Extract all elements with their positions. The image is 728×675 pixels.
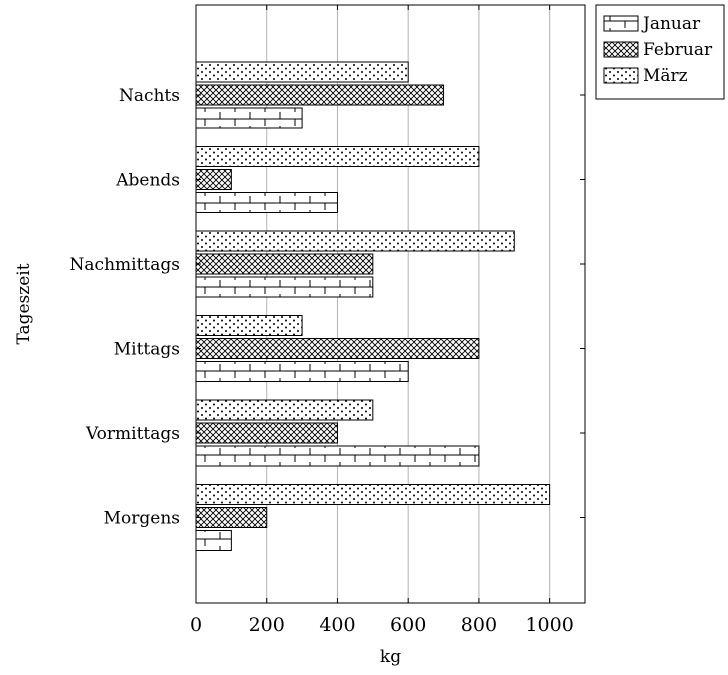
y-tick-label: Nachts — [119, 86, 180, 106]
bar — [195, 61, 409, 83]
y-tick-label: Vormittags — [85, 424, 180, 444]
y-tick-label: Morgens — [104, 509, 180, 529]
x-tick-label: 1000 — [525, 614, 573, 636]
bar — [195, 192, 338, 213]
bars — [195, 61, 551, 551]
legend-swatch-bricks — [603, 15, 639, 32]
bar — [195, 484, 551, 505]
legend-swatch-dots — [603, 67, 639, 84]
y-tick-label: Abends — [115, 171, 180, 191]
x-tick-label: 600 — [390, 614, 426, 636]
axis-tick-labels: 0 200 400 600 800 1000 Morgens Vormittags Mittag… — [70, 86, 574, 636]
bar — [195, 315, 303, 336]
bar — [195, 507, 268, 528]
legend-swatch-crosshatch — [603, 41, 639, 58]
bar — [195, 253, 374, 275]
legend-label: Januar — [641, 14, 701, 34]
y-axis-title: Tageszeit — [14, 263, 34, 344]
x-tick-label: 400 — [319, 614, 355, 636]
bar — [195, 361, 409, 382]
bar — [195, 338, 480, 359]
bar — [195, 107, 303, 129]
bar — [195, 230, 515, 252]
legend-label: Februar — [643, 40, 713, 60]
plot-area-frame — [195, 4, 586, 604]
x-axis-title: kg — [380, 647, 401, 667]
legend: Januar Februar März — [595, 4, 725, 100]
x-tick-label: 200 — [249, 614, 285, 636]
bar — [195, 445, 480, 467]
bar — [195, 530, 232, 551]
bar — [195, 84, 445, 106]
x-tick-label: 800 — [461, 614, 497, 636]
y-tick-label: Mittags — [114, 340, 180, 360]
axis-ticks — [195, 5, 585, 603]
bar — [195, 169, 232, 190]
legend-label: März — [643, 66, 688, 86]
bar — [195, 422, 338, 444]
y-tick-label: Nachmittags — [70, 255, 180, 275]
bar — [195, 276, 374, 298]
x-tick-label: 0 — [190, 614, 202, 636]
bar — [195, 399, 374, 421]
bar — [195, 146, 480, 167]
